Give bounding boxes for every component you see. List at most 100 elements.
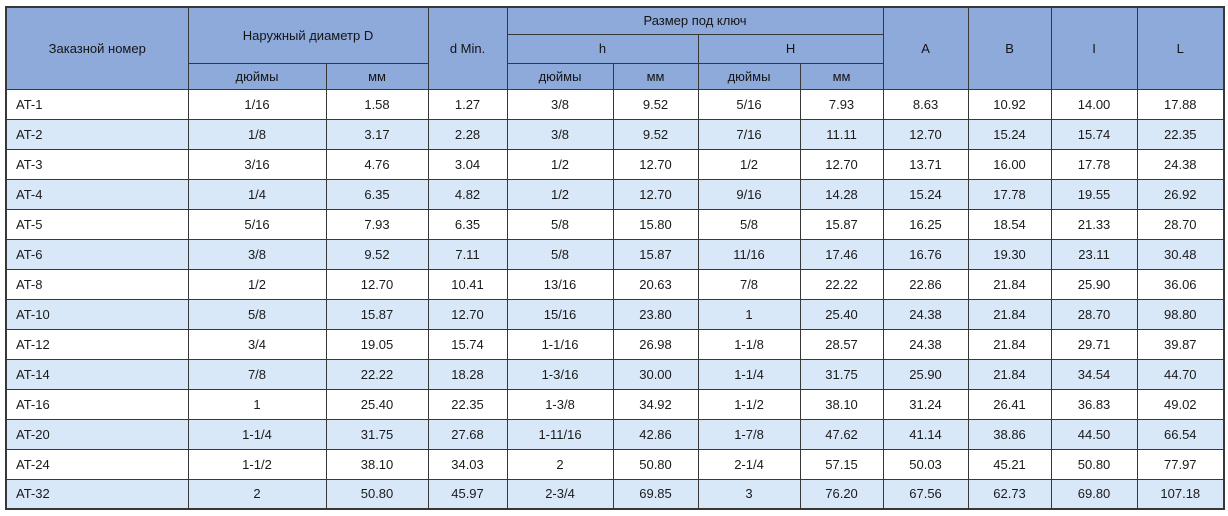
header-col-l: L [1136,6,1225,90]
value-cell: 2-1/4 [697,448,801,480]
value-cell: 1 [697,298,801,330]
value-cell: 50.80 [325,478,429,510]
value-cell: 30.48 [1136,238,1225,270]
value-cell: 15.74 [427,328,508,360]
value-cell: 17.78 [967,178,1052,210]
order-number-cell: AT-1 [5,88,189,120]
value-cell: 15/16 [506,298,614,330]
value-cell: 29.71 [1050,328,1138,360]
value-cell: 1-1/2 [187,448,327,480]
header-wrench-size: Размер под ключ [506,6,884,35]
value-cell: 1-7/8 [697,418,801,450]
value-cell: 62.73 [967,478,1052,510]
value-cell: 18.28 [427,358,508,390]
value-cell: 76.20 [799,478,884,510]
value-cell: 1/4 [187,178,327,210]
value-cell: 16.25 [882,208,969,240]
header-order-number: Заказной номер [5,6,189,90]
value-cell: 1-1/4 [187,418,327,450]
value-cell: 5/16 [187,208,327,240]
header-outer-diameter: Наружный диаметр D [187,6,429,64]
value-cell: 26.41 [967,388,1052,420]
value-cell: 34.92 [612,388,699,420]
value-cell: 3/8 [506,118,614,150]
value-cell: 25.40 [799,298,884,330]
value-cell: 3/8 [506,88,614,120]
value-cell: 27.68 [427,418,508,450]
value-cell: 17.88 [1136,88,1225,120]
value-cell: 5/8 [187,298,327,330]
value-cell: 7.93 [799,88,884,120]
value-cell: 47.62 [799,418,884,450]
value-cell: 9/16 [697,178,801,210]
value-cell: 13/16 [506,268,614,300]
value-cell: 1/2 [506,178,614,210]
value-cell: 1-3/8 [506,388,614,420]
value-cell: 1-1/4 [697,358,801,390]
value-cell: 11.11 [799,118,884,150]
value-cell: 8.63 [882,88,969,120]
value-cell: 38.10 [325,448,429,480]
order-number-cell: AT-10 [5,298,189,330]
value-cell: 15.87 [799,208,884,240]
table-row: AT-10 5/8 15.87 12.70 15/16 23.80 1 25.40 24.38 2… [5,298,1225,330]
order-number-cell: AT-24 [5,448,189,480]
value-cell: 12.70 [612,148,699,180]
value-cell: 12.70 [325,268,429,300]
value-cell: 12.70 [612,178,699,210]
value-cell: 34.03 [427,448,508,480]
value-cell: 9.52 [612,118,699,150]
value-cell: 25.90 [882,358,969,390]
value-cell: 2-3/4 [506,478,614,510]
value-cell: 15.74 [1050,118,1138,150]
order-number-cell: AT-3 [5,148,189,180]
value-cell: 7.93 [325,208,429,240]
value-cell: 44.50 [1050,418,1138,450]
header-h-lower: h [506,33,699,64]
value-cell: 15.24 [967,118,1052,150]
value-cell: 36.06 [1136,268,1225,300]
order-number-cell: AT-16 [5,388,189,420]
header-mm-H: мм [799,62,884,90]
value-cell: 15.80 [612,208,699,240]
value-cell: 10.92 [967,88,1052,120]
value-cell: 1-1/16 [506,328,614,360]
header-row-1: Заказной номер Наружный диаметр D d Min.… [5,6,1225,90]
value-cell: 1/16 [187,88,327,120]
value-cell: 1 [187,388,327,420]
order-number-cell: AT-4 [5,178,189,210]
value-cell: 13.71 [882,148,969,180]
value-cell: 1-3/16 [506,358,614,390]
value-cell: 3.17 [325,118,429,150]
table-row: AT-3 3/16 4.76 3.04 1/2 12.70 1/2 12.70 13.71 16.… [5,148,1225,180]
header-col-b: B [967,6,1052,90]
value-cell: 3.04 [427,148,508,180]
value-cell: 41.14 [882,418,969,450]
value-cell: 12.70 [427,298,508,330]
value-cell: 45.21 [967,448,1052,480]
value-cell: 21.84 [967,358,1052,390]
value-cell: 11/16 [697,238,801,270]
table-header: Заказной номер Наружный диаметр D d Min.… [5,6,1225,90]
value-cell: 31.24 [882,388,969,420]
value-cell: 36.83 [1050,388,1138,420]
header-inches-H: дюймы [697,62,801,90]
value-cell: 22.86 [882,268,969,300]
header-mm-d: мм [325,62,429,90]
table-row: AT-20 1-1/4 31.75 27.68 1-11/16 42.86 1-7/8 47.… [5,418,1225,450]
header-row-3: дюймы мм дюймы мм дюймы мм [6,62,1224,90]
value-cell: 19.30 [967,238,1052,270]
value-cell: 5/8 [506,208,614,240]
value-cell: 2 [506,448,614,480]
table-row: AT-8 1/2 12.70 10.41 13/16 20.63 7/8 22.22 22.86… [5,268,1225,300]
value-cell: 31.75 [799,358,884,390]
order-number-cell: AT-8 [5,268,189,300]
value-cell: 17.46 [799,238,884,270]
value-cell: 67.56 [882,478,969,510]
value-cell: 15.87 [325,298,429,330]
value-cell: 50.80 [612,448,699,480]
value-cell: 42.86 [612,418,699,450]
value-cell: 5/8 [506,238,614,270]
table-row: AT-1 1/16 1.58 1.27 3/8 9.52 5/16 7.93 8.63 10.92… [5,88,1225,120]
value-cell: 39.87 [1136,328,1225,360]
